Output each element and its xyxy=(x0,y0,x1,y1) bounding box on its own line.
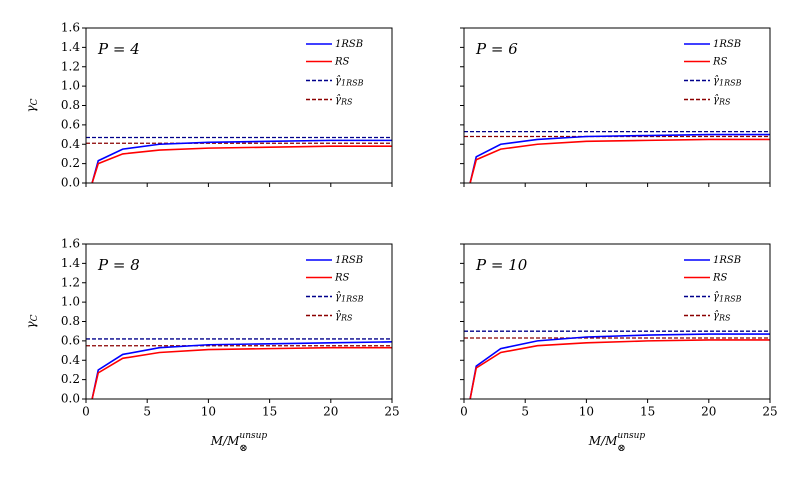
x-axis-label-main: M/M xyxy=(588,434,618,448)
legend-label: γ̂1RSB xyxy=(335,291,364,304)
x-tick-label: 25 xyxy=(384,405,399,419)
panel-title: P = 4 xyxy=(97,40,140,58)
y-tick-label: 0.4 xyxy=(61,353,80,367)
x-tick-label: 15 xyxy=(640,405,655,419)
legend-label: RS xyxy=(712,56,728,67)
y-tick-label: 0.0 xyxy=(61,176,80,190)
x-tick-label: 0 xyxy=(82,405,90,419)
panel-title: P = 10 xyxy=(475,256,528,274)
y-axis-label: γC xyxy=(24,314,40,328)
series-line xyxy=(469,339,770,400)
y-tick-label: 1.6 xyxy=(61,21,80,35)
y-tick-label: 0.0 xyxy=(61,392,80,406)
legend-label-main: RS xyxy=(712,272,728,283)
series-line xyxy=(469,138,770,184)
legend-label-main: γ̂ xyxy=(713,75,719,86)
x-axis-label-sup: unsup xyxy=(617,431,645,441)
legend-label-main: γ̂ xyxy=(713,291,719,302)
legend-label-main: γ̂ xyxy=(335,94,341,105)
legend-label: RS xyxy=(334,56,350,67)
y-tick-label: 1.4 xyxy=(61,256,80,270)
legend-label-main: γ̂ xyxy=(335,310,341,321)
legend-label-sub: RS xyxy=(718,314,731,323)
legend-label: γ̂1RSB xyxy=(713,291,742,304)
legend-label-main: 1RSB xyxy=(713,255,741,266)
legend-label: γ̂1RSB xyxy=(335,75,364,88)
y-tick-label: 0.6 xyxy=(61,117,80,131)
x-tick-label: 15 xyxy=(262,405,277,419)
legend-label: γ̂RS xyxy=(713,94,731,107)
y-axis-label-main: γ xyxy=(24,321,38,329)
legend-label-main: 1RSB xyxy=(335,39,363,50)
y-tick-label: 0.6 xyxy=(61,333,80,347)
x-axis-label: M/Munsup ⊗ xyxy=(210,431,268,454)
panel-title: P = 8 xyxy=(97,256,140,274)
x-tick-label: 0 xyxy=(460,405,468,419)
legend-label: γ̂1RSB xyxy=(713,75,742,88)
legend-label-sub: 1RSB xyxy=(719,79,742,88)
legend-label-sub: RS xyxy=(340,314,353,323)
y-axis-label-sub: C xyxy=(30,314,40,321)
legend-label: γ̂RS xyxy=(335,310,353,323)
y-tick-label: 0.8 xyxy=(61,314,80,328)
series-line xyxy=(91,341,393,400)
x-axis-label-sup: unsup xyxy=(239,431,267,441)
legend-label: 1RSB xyxy=(335,39,363,50)
legend-label-main: 1RSB xyxy=(335,255,363,266)
y-tick-label: 1.0 xyxy=(61,295,80,309)
y-tick-label: 0.4 xyxy=(61,137,80,151)
legend-label: 1RSB xyxy=(335,255,363,266)
panel-title: P = 6 xyxy=(475,40,518,58)
series-line xyxy=(91,145,392,184)
y-tick-label: 0.2 xyxy=(61,156,80,170)
legend-label-sub: 1RSB xyxy=(341,295,364,304)
legend-label: 1RSB xyxy=(713,255,741,266)
legend-label-main: γ̂ xyxy=(713,94,719,105)
y-tick-label: 1.2 xyxy=(61,59,80,73)
legend-label-main: γ̂ xyxy=(335,291,341,302)
x-tick-label: 10 xyxy=(579,405,594,419)
legend-label-main: 1RSB xyxy=(713,39,741,50)
y-axis-label: γC xyxy=(24,98,40,112)
y-axis-label-main: γ xyxy=(24,105,38,113)
legend-label-main: γ̂ xyxy=(335,75,341,86)
legend-label-main: RS xyxy=(334,56,350,67)
legend-label-sub: 1RSB xyxy=(719,295,742,304)
series-line xyxy=(469,133,770,184)
legend-label: RS xyxy=(334,272,350,283)
x-tick-label: 25 xyxy=(762,405,777,419)
x-tick-label: 20 xyxy=(323,405,338,419)
legend-label-main: γ̂ xyxy=(713,310,719,321)
x-axis-label-sub: ⊗ xyxy=(617,443,625,454)
x-tick-label: 5 xyxy=(521,405,529,419)
legend-label-sub: 1RSB xyxy=(341,79,364,88)
x-axis-label-sub: ⊗ xyxy=(239,443,247,454)
y-tick-label: 1.0 xyxy=(61,79,80,93)
x-tick-label: 5 xyxy=(143,405,151,419)
legend-label-sub: RS xyxy=(340,98,353,107)
legend-label-sub: RS xyxy=(718,98,731,107)
x-axis-label-main: M/M xyxy=(210,434,240,448)
legend-label: γ̂RS xyxy=(335,94,353,107)
x-tick-label: 10 xyxy=(201,405,216,419)
y-tick-label: 1.4 xyxy=(61,40,80,54)
y-tick-label: 1.6 xyxy=(61,237,80,251)
legend-label: 1RSB xyxy=(713,39,741,50)
x-tick-label: 20 xyxy=(701,405,716,419)
y-tick-label: 0.2 xyxy=(61,372,80,386)
y-tick-label: 0.8 xyxy=(61,98,80,112)
series-line xyxy=(91,139,392,184)
legend-label-main: RS xyxy=(712,56,728,67)
series-line xyxy=(91,346,392,400)
x-axis-label: M/Munsup ⊗ xyxy=(588,431,646,454)
legend-label: RS xyxy=(712,272,728,283)
legend-label: γ̂RS xyxy=(713,310,731,323)
series-line xyxy=(469,333,770,400)
y-axis-label-sub: C xyxy=(30,98,40,105)
y-tick-label: 1.2 xyxy=(61,275,80,289)
legend-label-main: RS xyxy=(334,272,350,283)
